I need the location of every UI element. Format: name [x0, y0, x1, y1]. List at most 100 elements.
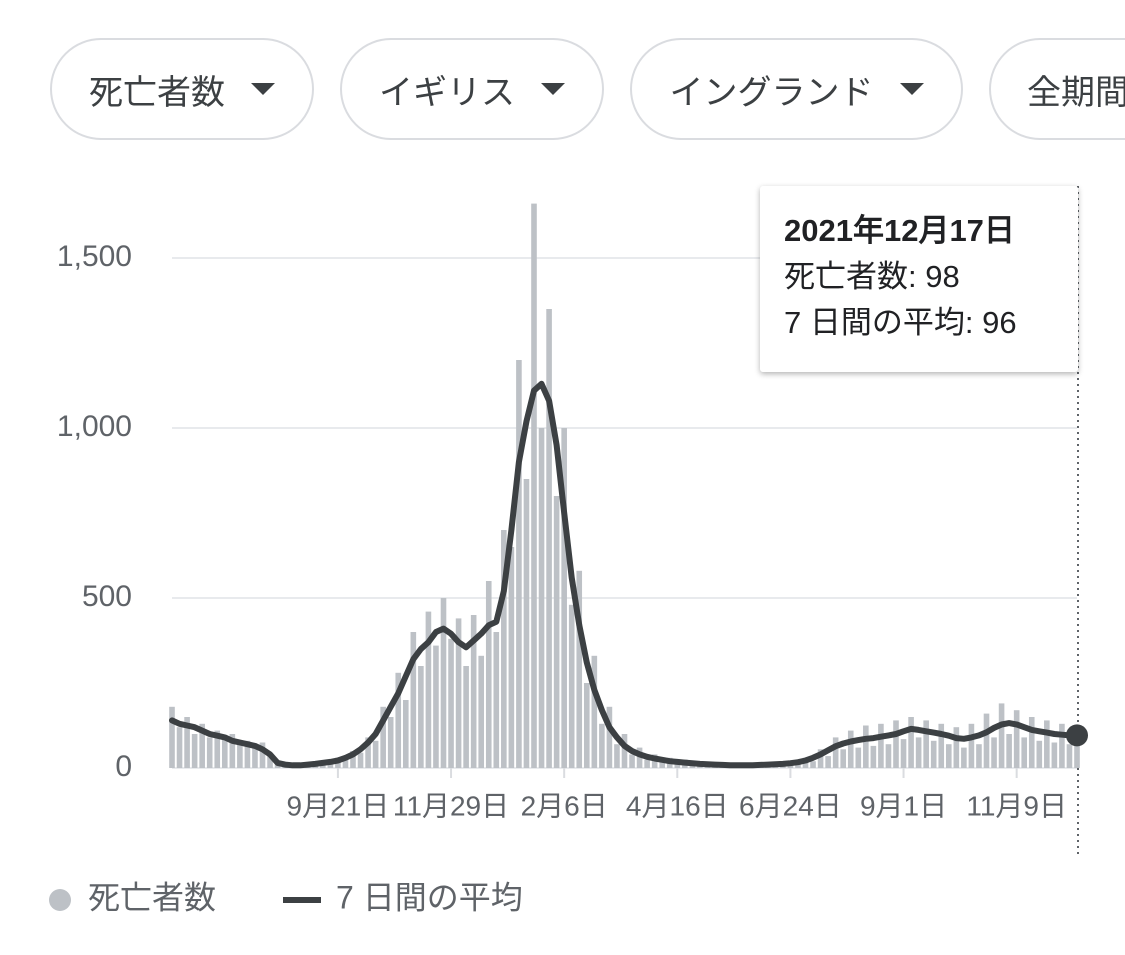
bar	[930, 740, 937, 768]
bar	[470, 615, 477, 768]
bar	[878, 723, 884, 768]
legend-swatch	[49, 889, 71, 911]
tooltip: 2021年12月17日 死亡者数: 98 7 日間の平均: 96	[760, 186, 1078, 372]
bar	[267, 754, 273, 768]
bar	[199, 723, 205, 768]
bar	[244, 740, 251, 768]
chip-label: 全期間	[1027, 73, 1125, 112]
bar	[493, 632, 500, 768]
bar	[1006, 734, 1012, 768]
bar	[425, 611, 432, 768]
bar	[176, 727, 183, 768]
filter-chip[interactable]: イングランド	[630, 38, 963, 140]
bar	[561, 428, 567, 768]
chip-label: 死亡者数	[89, 73, 225, 112]
bar	[501, 530, 507, 768]
bar	[395, 672, 402, 768]
x-tick-label: 11月9日	[966, 790, 1067, 821]
bar	[1044, 720, 1050, 768]
bar	[350, 751, 356, 768]
y-tick-label: 500	[82, 580, 132, 613]
y-tick-label: 1,500	[57, 240, 132, 273]
bar	[531, 203, 537, 769]
y-tick-label: 0	[115, 750, 132, 783]
bar	[923, 720, 929, 768]
bar	[516, 360, 522, 768]
filter-chip[interactable]: 死亡者数	[50, 38, 314, 140]
dropdown-arrow	[251, 83, 275, 95]
bar	[523, 479, 530, 768]
dropdown-arrow	[541, 83, 565, 95]
bar	[184, 717, 190, 768]
bar	[983, 713, 990, 768]
bar	[1059, 723, 1065, 768]
bar	[357, 752, 364, 768]
bar	[900, 739, 907, 768]
bar	[252, 747, 258, 768]
bar	[976, 744, 982, 768]
bar	[191, 734, 198, 768]
bar	[938, 723, 945, 768]
bar	[998, 703, 1005, 768]
bar	[433, 645, 439, 768]
bar	[599, 723, 605, 768]
bar	[961, 747, 967, 768]
bar	[915, 737, 922, 768]
bar	[810, 761, 816, 768]
bar	[568, 604, 575, 768]
bar	[629, 754, 635, 768]
x-tick-label: 11月29日	[393, 790, 509, 821]
bar	[644, 759, 650, 768]
bar	[689, 764, 696, 768]
bar	[553, 496, 560, 768]
legend-label: 死亡者数	[88, 879, 216, 915]
bar	[583, 683, 590, 768]
bar	[485, 581, 492, 768]
filter-chip[interactable]: イギリス	[340, 38, 604, 140]
bar	[614, 744, 620, 768]
bar	[855, 747, 862, 768]
bar	[817, 749, 824, 768]
bar	[342, 759, 349, 768]
bar	[591, 655, 598, 768]
bar	[795, 763, 801, 768]
bar	[169, 706, 175, 768]
bar	[621, 734, 628, 768]
bar	[206, 737, 213, 768]
bar	[636, 747, 643, 768]
bar	[372, 740, 379, 768]
y-tick-label: 1,000	[57, 410, 132, 443]
bar	[893, 720, 899, 768]
line	[169, 380, 1080, 769]
bar	[576, 570, 583, 768]
bar	[478, 655, 485, 768]
bar	[870, 745, 877, 768]
bar	[847, 730, 854, 768]
bar	[1021, 737, 1028, 768]
x-tick-label: 4月16日	[626, 790, 729, 821]
bar	[674, 763, 681, 768]
bar	[1036, 740, 1043, 768]
bar	[221, 739, 228, 768]
x-tick-label: 2月6日	[521, 790, 608, 821]
bar	[1051, 742, 1058, 768]
bar	[387, 717, 394, 768]
bar	[991, 737, 997, 768]
bar	[402, 700, 409, 768]
bar	[455, 618, 462, 768]
chip-label: イングランド	[669, 73, 874, 112]
bar	[214, 730, 221, 768]
bar	[945, 744, 952, 768]
bar	[953, 727, 960, 768]
bar	[418, 666, 424, 768]
bar	[968, 723, 975, 768]
filter-chip[interactable]: 全期間	[989, 38, 1125, 140]
bar	[1028, 717, 1035, 768]
bar	[1074, 734, 1080, 768]
bar	[538, 428, 545, 768]
bar	[908, 717, 914, 768]
bar	[863, 725, 869, 768]
tooltip-line: 7 日間の平均: 96	[784, 305, 1017, 340]
hover-point	[1066, 724, 1088, 747]
